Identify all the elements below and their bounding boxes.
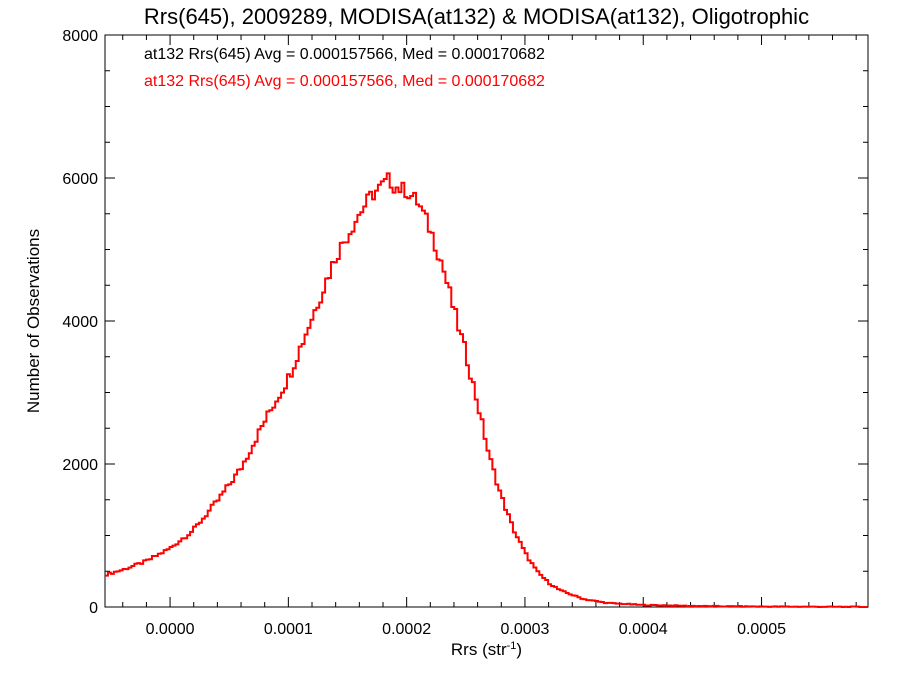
legend-annotation: at132 Rrs(645) Avg = 0.000157566, Med = …	[144, 73, 545, 90]
histogram-series-line	[105, 172, 868, 608]
chart-title: Rrs(645), 2009289, MODISA(at132) & MODIS…	[144, 4, 809, 29]
x-axis-title-close: )	[516, 640, 522, 659]
x-tick-label: 0.0005	[737, 621, 786, 638]
y-axis-ticks: 0 2000 4000 6000 8000	[62, 28, 868, 617]
legend-annotations: at132 Rrs(645) Avg = 0.000157566, Med = …	[144, 46, 545, 90]
y-axis-title: Number of Observations	[24, 229, 43, 413]
y-tick-label: 8000	[62, 28, 98, 45]
y-tick-label: 2000	[62, 457, 98, 474]
x-axis-ticks: 0.0000 0.0001 0.0002 0.0003 0.0004 0.0005	[122, 35, 857, 638]
y-tick-label: 4000	[62, 314, 98, 331]
y-tick-label: 0	[89, 600, 98, 617]
legend-annotation: at132 Rrs(645) Avg = 0.000157566, Med = …	[144, 46, 545, 63]
x-tick-label: 0.0003	[500, 621, 549, 638]
x-axis-title-main: Rrs (str	[451, 640, 507, 659]
x-axis-title-superscript: -1	[507, 640, 517, 652]
x-tick-label: 0.0002	[382, 621, 431, 638]
y-tick-label: 6000	[62, 171, 98, 188]
x-tick-label: 0.0000	[146, 621, 195, 638]
plot-frame	[104, 34, 869, 608]
x-axis-title: Rrs (str-1)	[451, 640, 522, 659]
x-tick-label: 0.0001	[264, 621, 313, 638]
series-layer	[105, 172, 868, 608]
x-tick-label: 0.0004	[619, 621, 668, 638]
